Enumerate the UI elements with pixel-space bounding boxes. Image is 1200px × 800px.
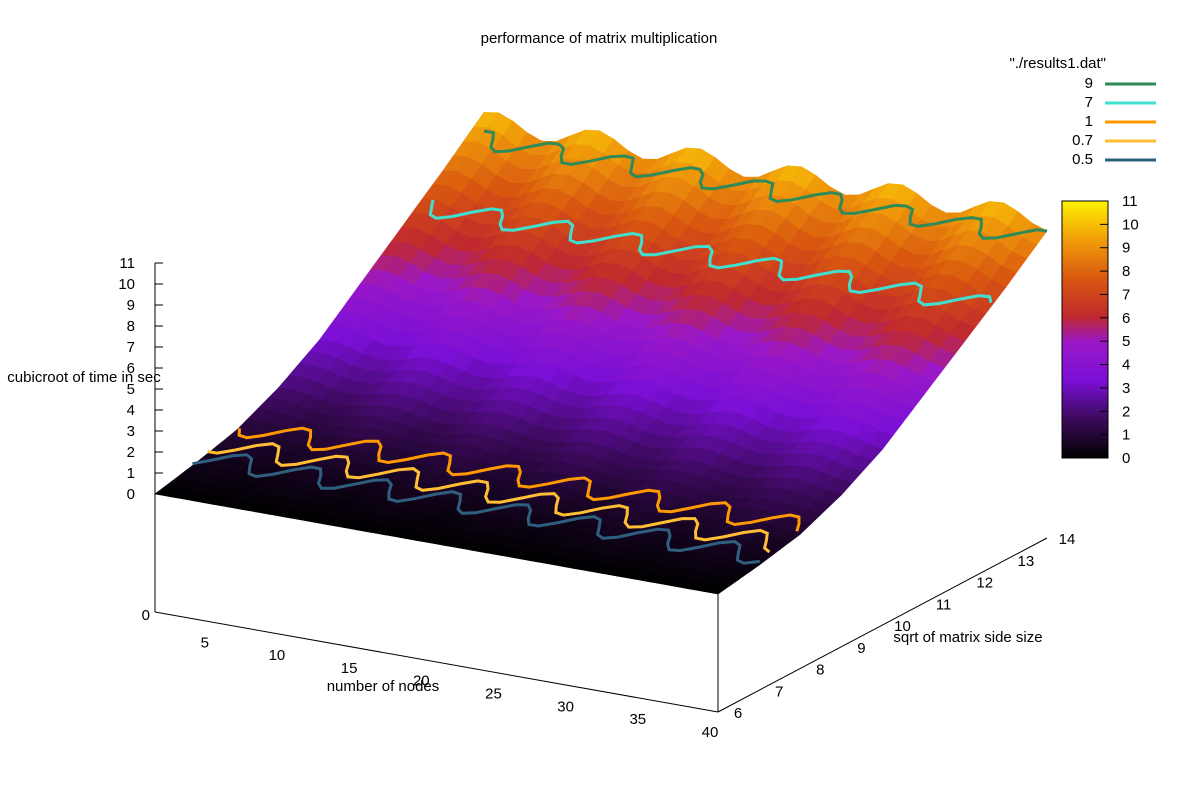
colorbox-tick-label: 7 — [1122, 286, 1130, 303]
z-tick-label: 6 — [127, 360, 135, 377]
colorbox-tick-label: 11 — [1122, 193, 1138, 210]
z-tick-label: 1 — [127, 465, 135, 482]
y-tick-label: 14 — [1059, 531, 1076, 548]
y-tick-label: 7 — [775, 683, 783, 700]
x-axis-label: number of nodes — [327, 678, 440, 695]
y-tick-label: 10 — [894, 618, 911, 635]
contour-line — [192, 453, 760, 565]
z-tick-label: 8 — [127, 318, 135, 335]
tick-labels: 5101520253035406789101112131401234567891… — [118, 255, 1075, 741]
y-tick-label: 9 — [857, 640, 865, 657]
base-zero-label: 0 — [142, 607, 150, 624]
z-tick-label: 2 — [127, 444, 135, 461]
y-tick-label: 6 — [734, 705, 742, 722]
y-axis-label: sqrt of matrix side size — [893, 629, 1042, 646]
colorbox-tick-label: 9 — [1122, 240, 1130, 257]
y-tick-label: 12 — [976, 575, 993, 592]
contour-line — [207, 442, 771, 554]
colorbox-tick-label: 0 — [1122, 450, 1130, 467]
y-tick-label: 8 — [816, 662, 824, 679]
z-tick-label: 10 — [118, 276, 135, 293]
colorbox-tick-label: 3 — [1122, 380, 1130, 397]
colorbox-tick-label: 8 — [1122, 263, 1130, 280]
legend-entry-label: 9 — [1085, 75, 1093, 92]
x-tick-label: 5 — [201, 634, 209, 651]
z-tick-label: 3 — [127, 423, 135, 440]
contour-line — [237, 426, 801, 532]
z-tick-label: 11 — [119, 255, 135, 272]
base-front-edge — [154, 611, 719, 713]
z-tick-label: 9 — [127, 297, 135, 314]
x-tick-label: 15 — [341, 660, 358, 677]
y-tick-label: 13 — [1018, 553, 1035, 570]
x-tick-label: 30 — [557, 698, 574, 715]
colorbox-tick-label: 4 — [1122, 357, 1130, 374]
colorbox-tick-label: 10 — [1122, 216, 1139, 233]
z-axis-label: cubicroot of time in sec — [7, 369, 161, 386]
x-tick-label: 20 — [413, 673, 430, 690]
colorbox-tick-label: 2 — [1122, 403, 1130, 420]
x-tick-label: 25 — [485, 686, 502, 703]
legend-entry-label: 0.5 — [1072, 151, 1093, 168]
contour-line — [428, 199, 993, 307]
chart-title: performance of matrix multiplication — [481, 30, 718, 47]
x-tick-label: 10 — [269, 647, 286, 664]
legend-entry-label: 7 — [1085, 94, 1093, 111]
legend-entry-label: 1 — [1085, 113, 1093, 130]
z-tick-label: 0 — [127, 486, 135, 503]
contour-lines — [192, 129, 1048, 565]
base-right-edge — [717, 537, 1048, 713]
x-tick-label: 35 — [629, 711, 646, 728]
z-tick-label: 4 — [127, 402, 135, 419]
colorbox-tick-label: 1 — [1122, 427, 1130, 444]
colorbox-tick-label: 6 — [1122, 310, 1130, 327]
axes-group — [154, 263, 1048, 713]
surface-mesh — [154, 111, 1048, 595]
z-tick-label: 7 — [127, 339, 135, 356]
x-tick-label: 40 — [702, 724, 719, 741]
legend: "./results1.dat" 9 7 1 0.7 0.5 — [1009, 55, 1156, 168]
y-tick-label: 11 — [936, 596, 952, 613]
colorbox-bar — [1061, 200, 1109, 459]
legend-entry-label: 0.7 — [1072, 132, 1093, 149]
legend-title: "./results1.dat" — [1009, 55, 1106, 72]
contour-line — [483, 129, 1048, 240]
z-tick-label: 5 — [127, 381, 135, 398]
surface-cell — [702, 583, 730, 595]
colorbox-tick-label: 5 — [1122, 333, 1130, 350]
colorbox: 0 1 2 3 4 5 6 7 8 9 10 11 — [1061, 193, 1139, 467]
